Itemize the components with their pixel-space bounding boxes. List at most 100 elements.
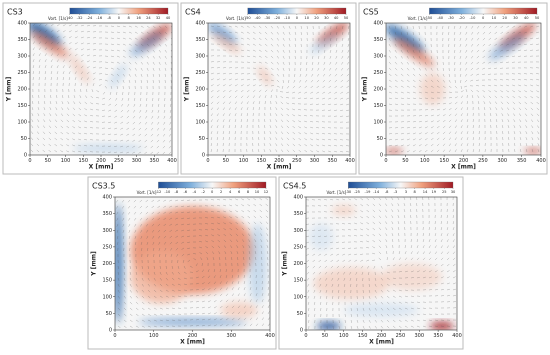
colorbar-tick-label: 30 [451, 190, 456, 194]
y-tick-label: 200 [195, 87, 205, 93]
y-tick-label: 350 [293, 211, 303, 217]
colorbar-tick-label: 2 [220, 190, 222, 194]
y-tick-label: 100 [293, 294, 303, 300]
y-tick-label: 50 [377, 136, 383, 142]
x-tick-label: 400 [536, 158, 546, 164]
y-tick-label: 50 [21, 136, 27, 142]
x-tick-label: 0 [384, 158, 387, 164]
y-tick-label: 150 [195, 103, 205, 109]
panel-title: CS3.5 [92, 182, 115, 191]
vorticity-region [248, 224, 267, 304]
x-tick-label: 150 [78, 158, 88, 164]
y-tick-label: 100 [195, 120, 205, 126]
colorbar-label: Vort. [1/s] [226, 16, 246, 21]
colorbar-tick-label: -2 [201, 190, 205, 194]
colorbar-tick-label: 25 [442, 190, 447, 194]
colorbar-tick-label: -14 [373, 190, 380, 194]
x-tick-label: 350 [517, 158, 527, 164]
colorbar-tick-label: -50 [245, 16, 252, 20]
x-tick-label: 350 [327, 158, 337, 164]
vorticity-region [220, 302, 257, 318]
y-tick-label: 300 [102, 228, 112, 234]
x-tick-label: 400 [167, 158, 177, 164]
colorbar-tick-label: 12 [264, 190, 269, 194]
y-tick-label: 150 [17, 103, 27, 109]
x-tick-label: 100 [420, 158, 430, 164]
x-axis-label: X [mm] [180, 339, 205, 346]
x-tick-label: 50 [402, 158, 408, 164]
x-tick-label: 50 [322, 333, 328, 339]
y-tick-label: 300 [293, 228, 303, 234]
colorbar-tick-label: 16 [136, 16, 141, 20]
colorbar-tick-label: -50 [426, 16, 433, 20]
x-tick-label: 100 [239, 158, 249, 164]
y-tick-label: 400 [373, 21, 383, 27]
colorbar [70, 8, 168, 14]
colorbar-tick-label: 50 [535, 16, 540, 20]
y-tick-label: 250 [102, 244, 112, 250]
colorbar-tick-label: -10 [284, 16, 291, 20]
y-tick-label: 300 [195, 54, 205, 60]
y-tick-label: 0 [109, 328, 112, 334]
x-tick-label: 300 [414, 333, 424, 339]
x-tick-label: 100 [61, 158, 71, 164]
x-tick-label: 0 [206, 158, 209, 164]
colorbar-tick-label: -30 [448, 16, 455, 20]
x-tick-label: 0 [304, 333, 307, 339]
y-axis-label: Y [mm] [91, 251, 98, 277]
colorbar-tick-label: -30 [345, 190, 352, 194]
vorticity-region [382, 264, 442, 291]
colorbar-tick-label: -16 [96, 16, 103, 20]
colorbar-tick-label: -32 [77, 16, 83, 20]
x-axis-label: X [mm] [451, 164, 476, 171]
x-tick-label: 50 [223, 158, 229, 164]
field [205, 19, 351, 155]
vorticity-region [317, 322, 341, 330]
y-tick-label: 0 [300, 328, 303, 334]
colorbar [158, 182, 266, 188]
colorbar-tick-label: 20 [314, 16, 319, 20]
x-tick-label: 250 [114, 158, 124, 164]
x-tick-label: 250 [292, 158, 302, 164]
y-tick-label: 50 [297, 311, 303, 317]
y-tick-label: 200 [293, 261, 303, 267]
y-axis-label: Y [mm] [282, 251, 289, 277]
colorbar-tick-label: -25 [354, 190, 360, 194]
y-tick-label: 200 [17, 87, 27, 93]
y-tick-label: 0 [24, 153, 27, 159]
field [306, 197, 457, 330]
y-tick-label: 400 [17, 21, 27, 27]
colorbar-tick-label: -10 [164, 190, 171, 194]
vorticity-region [420, 73, 445, 105]
y-tick-label: 200 [102, 261, 112, 267]
x-tick-label: 250 [396, 333, 406, 339]
y-tick-label: 250 [195, 70, 205, 76]
colorbar-tick-label: 24 [146, 16, 151, 20]
vorticity-region [314, 267, 390, 299]
x-tick-label: 300 [497, 158, 507, 164]
colorbar-tick-label: 30 [324, 16, 329, 20]
colorbar-tick-label: 50 [344, 16, 349, 20]
x-tick-label: 400 [452, 333, 462, 339]
y-tick-label: 350 [195, 37, 205, 43]
colorbar-tick-label: 14 [423, 190, 428, 194]
y-tick-label: 350 [102, 211, 112, 217]
x-tick-label: 350 [433, 333, 443, 339]
y-tick-label: 150 [293, 278, 303, 284]
panel-title: CS4 [185, 8, 201, 17]
colorbar-tick-label: -40 [437, 16, 444, 20]
x-tick-label: 150 [256, 158, 266, 164]
vorticity-region [384, 148, 403, 153]
field [24, 17, 174, 155]
colorbar-tick-label: 32 [156, 16, 161, 20]
colorbar-label: Vort. [1/s] [327, 190, 347, 195]
vorticity-region [332, 205, 356, 216]
vorticity-region [309, 224, 333, 251]
colorbar-label: Vort. [1/s] [137, 190, 157, 195]
y-tick-label: 350 [373, 37, 383, 43]
y-tick-label: 350 [17, 37, 27, 43]
colorbar-tick-label: -12 [155, 190, 161, 194]
